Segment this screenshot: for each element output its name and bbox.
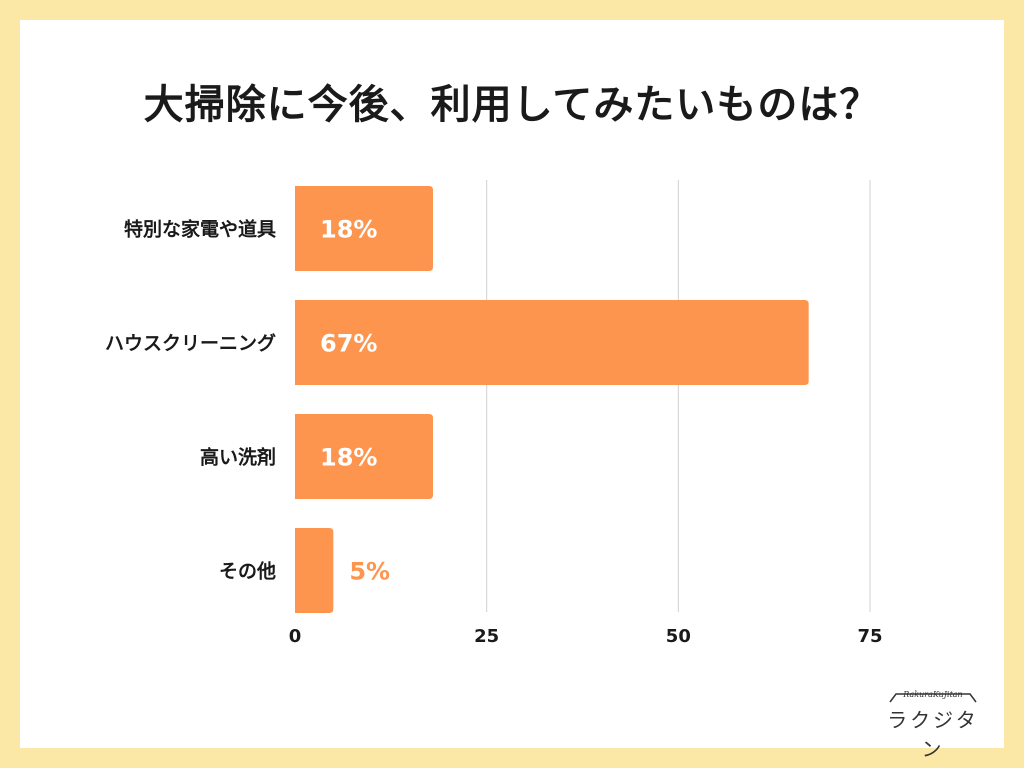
category-label: 高い洗剤 [200, 446, 276, 469]
bar [295, 414, 433, 499]
x-tick-label: 75 [857, 626, 882, 647]
bar [295, 186, 433, 271]
logo-name: ラクジタン [887, 708, 979, 761]
data-label: 18% [320, 216, 377, 244]
data-label: 5% [349, 558, 390, 586]
x-tick-label: 0 [289, 626, 302, 647]
category-label: その他 [219, 560, 276, 583]
brand-logo: RakuraKuJitan ラクジタン [878, 690, 988, 761]
bar [295, 300, 809, 385]
logo-subtitle: RakuraKuJitan [903, 690, 963, 699]
house-roof-icon [889, 693, 977, 703]
chart-title: 大掃除に今後、利用してみたいものは？ [143, 82, 881, 128]
bar [295, 528, 334, 613]
x-tick-label: 50 [666, 626, 691, 647]
data-label: 67% [320, 330, 377, 358]
x-tick-label: 25 [474, 626, 499, 647]
data-label: 18% [320, 444, 377, 472]
category-label: ハウスクリーニング [105, 332, 276, 355]
category-label: 特別な家電や道具 [124, 218, 276, 241]
